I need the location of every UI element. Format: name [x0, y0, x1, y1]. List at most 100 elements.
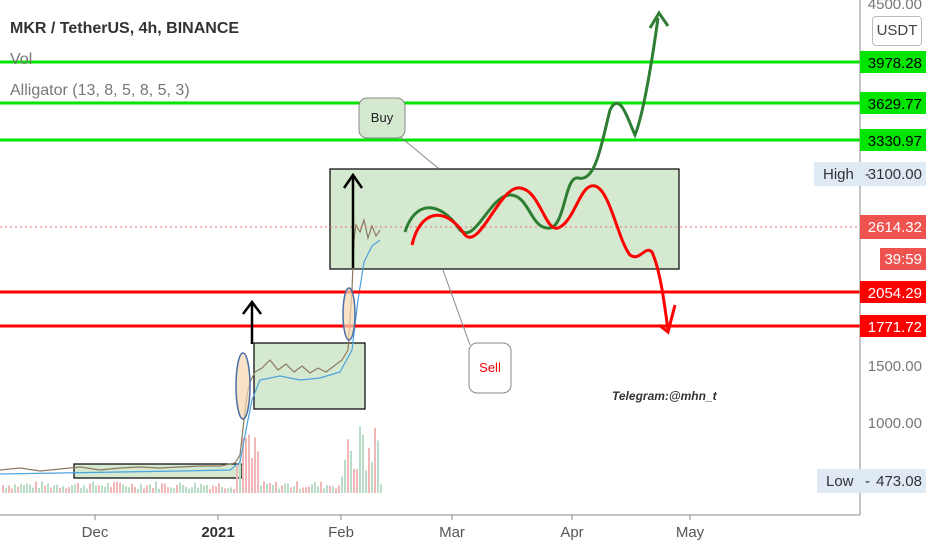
volume-bar	[314, 482, 316, 493]
volume-bar	[152, 487, 154, 493]
volume-bar	[194, 482, 196, 493]
low-label-bg	[817, 469, 926, 493]
price-line	[0, 217, 381, 472]
volume-bar	[92, 481, 94, 493]
volume-bar	[236, 464, 238, 493]
volume-bar	[140, 484, 142, 493]
volume-bar	[197, 487, 199, 493]
volume-bar	[14, 484, 16, 493]
volume-bar	[161, 483, 163, 493]
alligator-legend[interactable]: Alligator (13, 8, 5, 8, 5, 3)	[10, 82, 190, 99]
volume-bar	[101, 485, 103, 493]
volume-bar	[179, 482, 181, 493]
volume-bar	[338, 485, 340, 493]
volume-bar	[74, 484, 76, 493]
volume-bar	[164, 483, 166, 493]
volume-bar	[32, 487, 34, 493]
volume-bar	[284, 483, 286, 493]
volume-bar	[362, 434, 364, 493]
time-label-mar: Mar	[439, 524, 465, 541]
volume-bar	[65, 488, 67, 493]
price-tick-4500: 4500.00	[868, 0, 922, 13]
volume-bar	[44, 485, 46, 493]
volume-bar	[146, 485, 148, 493]
volume-bar	[98, 485, 100, 493]
volume-bar	[29, 484, 31, 493]
volume-bar	[167, 487, 169, 493]
volume-bar	[308, 486, 310, 493]
volume-bar	[113, 482, 115, 493]
volume-bar	[368, 447, 370, 493]
high-label: High	[823, 166, 854, 183]
volume-bar	[203, 485, 205, 493]
volume-bar	[320, 481, 322, 493]
price-tick-1500: 1500.00	[868, 358, 922, 375]
volume-bar	[269, 482, 271, 493]
volume-bar	[176, 484, 178, 493]
bearish-projection-path	[410, 184, 670, 331]
level-label-2054: 2054.29	[868, 285, 922, 302]
volume-bar	[62, 486, 64, 493]
volume-bar	[287, 483, 289, 493]
volume-bar	[26, 483, 28, 493]
level-label-bg-3978	[860, 51, 926, 73]
volume-bar	[41, 481, 43, 493]
volume-bar	[377, 440, 379, 493]
volume-bar	[53, 485, 55, 493]
volume-bar	[209, 488, 211, 493]
time-label-2021: 2021	[201, 524, 234, 541]
time-label-dec: Dec	[82, 524, 109, 541]
volume-bar	[116, 481, 118, 493]
volume-bar	[137, 488, 139, 493]
consolidation-box-middle	[253, 342, 366, 410]
volume-bar	[305, 487, 307, 493]
volume-bar	[122, 484, 124, 493]
volume-bar	[233, 488, 235, 493]
volume-bar	[17, 486, 19, 493]
consolidation-box-top	[329, 168, 680, 270]
volume-bar	[281, 485, 283, 493]
watermark-text: Telegram:@mhn_t	[612, 389, 718, 403]
alligator-line	[0, 239, 381, 475]
volume-bar	[380, 484, 382, 493]
high-label-bg	[814, 162, 926, 186]
volume-bar	[143, 488, 145, 493]
currency-button[interactable]: USDT	[872, 16, 922, 46]
volume-bar	[128, 487, 130, 493]
low-label: Low	[826, 473, 854, 490]
volume-bar	[245, 437, 247, 493]
volume-bar	[329, 485, 331, 493]
level-label-1771: 1771.72	[868, 319, 922, 336]
volume-bar	[332, 486, 334, 493]
volume-bar	[272, 484, 274, 493]
time-label-may: May	[676, 524, 705, 541]
volume-legend[interactable]: Vol	[10, 51, 33, 68]
sell-label: Sell	[479, 360, 501, 375]
volume-bars	[2, 426, 382, 493]
volume-bar	[11, 488, 13, 493]
countdown-bg	[880, 248, 926, 270]
volume-bar	[86, 488, 88, 493]
volume-bar	[311, 484, 313, 493]
level-label-bg-1771	[860, 315, 926, 337]
volume-bar	[173, 488, 175, 493]
volume-bar	[83, 485, 85, 493]
volume-bar	[68, 487, 70, 493]
volume-bar	[200, 484, 202, 493]
volume-bar	[104, 486, 106, 493]
buy-label: Buy	[371, 110, 394, 125]
bearish-arrowhead	[658, 304, 677, 335]
volume-bar	[119, 483, 121, 493]
price-tick-1000: 1000.00	[868, 415, 922, 432]
volume-bar	[260, 485, 262, 493]
volume-bar	[131, 483, 133, 493]
time-label-apr: Apr	[560, 524, 583, 541]
volume-bar	[242, 438, 244, 493]
volume-bar	[371, 461, 373, 493]
volume-bar	[191, 487, 193, 493]
chart-title: MKR / TetherUS, 4h, BINANCE	[10, 20, 240, 37]
volume-bar	[278, 488, 280, 493]
last-price-label: 2614.32	[868, 219, 922, 236]
volume-bar	[185, 486, 187, 493]
